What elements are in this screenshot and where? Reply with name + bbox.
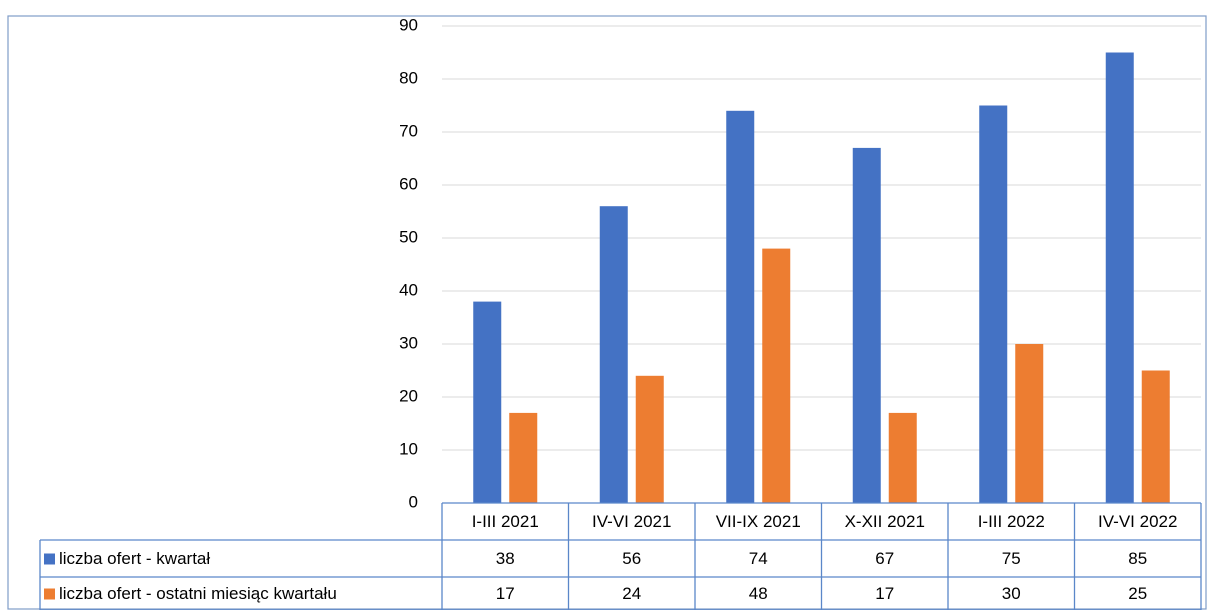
y-tick-label: 30	[399, 333, 418, 352]
legend-label: liczba ofert - kwartał	[59, 549, 210, 568]
bar	[1141, 370, 1170, 503]
y-tick-label: 0	[409, 492, 418, 511]
bar	[1015, 344, 1044, 503]
chart-frame	[7, 15, 1207, 610]
table-value: 67	[875, 549, 894, 568]
bar	[888, 412, 917, 503]
table-value: 85	[1128, 549, 1147, 568]
table-value: 38	[496, 549, 515, 568]
x-tick-label: I-III 2022	[978, 512, 1045, 531]
y-tick-label: 50	[399, 227, 418, 246]
x-tick-label: IV-VI 2022	[1098, 512, 1177, 531]
legend-key	[44, 588, 55, 600]
table-value: 25	[1128, 584, 1147, 603]
x-tick-label: IV-VI 2021	[592, 512, 671, 531]
y-tick-label: 80	[399, 68, 418, 87]
bar	[1105, 52, 1134, 503]
bar	[509, 412, 538, 503]
table-value: 74	[749, 549, 768, 568]
table-value: 48	[749, 584, 768, 603]
legend-label: liczba ofert - ostatni miesiąc kwartału	[59, 584, 337, 603]
y-tick-label: 40	[399, 280, 418, 299]
x-tick-label: X-XII 2021	[845, 512, 925, 531]
y-tick-label: 20	[399, 386, 418, 405]
table-value: 30	[1002, 584, 1021, 603]
table-value: 17	[496, 584, 515, 603]
x-tick-label: I-III 2021	[472, 512, 539, 531]
y-tick-label: 10	[399, 439, 418, 458]
bar	[762, 248, 791, 503]
table-value: 56	[622, 549, 641, 568]
table-value: 75	[1002, 549, 1021, 568]
bar	[852, 147, 881, 503]
bar	[726, 110, 755, 504]
bar	[599, 206, 628, 503]
x-tick-label: VII-IX 2021	[716, 512, 801, 531]
bar	[473, 301, 502, 503]
bar	[635, 375, 664, 503]
y-tick-label: 70	[399, 121, 418, 140]
legend-key	[44, 553, 55, 565]
bar	[979, 105, 1008, 503]
table-value: 17	[875, 584, 894, 603]
table-value: 24	[622, 584, 641, 603]
y-tick-label: 90	[399, 15, 418, 34]
y-tick-label: 60	[399, 174, 418, 193]
